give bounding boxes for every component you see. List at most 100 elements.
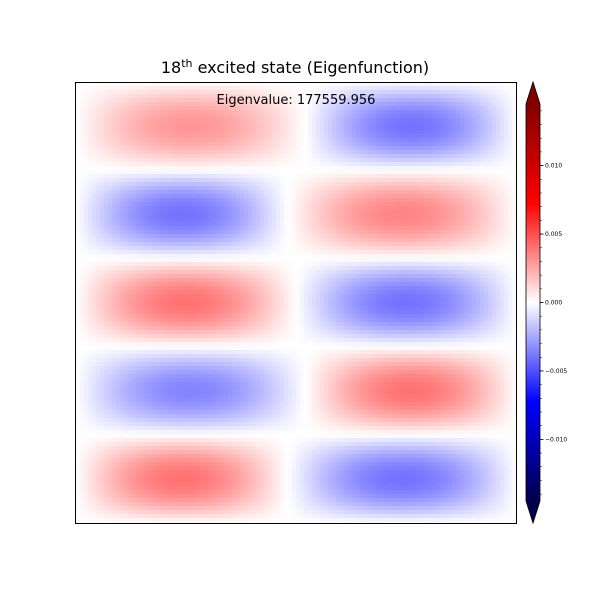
field-cell xyxy=(508,118,512,122)
field-cell xyxy=(388,82,392,86)
field-cell xyxy=(340,86,344,90)
field-cell xyxy=(508,218,512,222)
field-cell xyxy=(164,238,168,242)
field-cell xyxy=(508,150,512,154)
field-cell xyxy=(392,222,396,226)
field-cell xyxy=(96,194,100,198)
field-cell xyxy=(388,178,392,182)
field-cell xyxy=(408,202,412,206)
field-cell xyxy=(484,170,488,174)
field-cell xyxy=(352,190,356,194)
field-cell xyxy=(352,202,356,206)
field-cell xyxy=(480,230,484,234)
field-cell xyxy=(248,126,252,130)
field-cell xyxy=(260,106,264,110)
field-cell xyxy=(412,254,416,258)
field-cell xyxy=(480,254,484,258)
field-cell xyxy=(108,102,112,106)
field-cell xyxy=(348,182,352,186)
field-cell xyxy=(424,166,428,170)
field-cell xyxy=(424,254,428,258)
field-cell xyxy=(240,214,244,218)
field-cell xyxy=(236,234,240,238)
field-cell xyxy=(476,114,480,118)
field-cell xyxy=(156,94,160,98)
field-cell xyxy=(160,218,164,222)
field-cell xyxy=(168,162,172,166)
field-cell xyxy=(160,238,164,242)
field-cell xyxy=(84,86,88,90)
field-cell xyxy=(412,98,416,102)
field-cell xyxy=(128,106,132,110)
field-cell xyxy=(76,206,80,210)
field-cell xyxy=(164,246,168,250)
field-cell xyxy=(360,98,364,102)
field-cell xyxy=(84,114,88,118)
field-cell xyxy=(156,162,160,166)
field-cell xyxy=(88,86,92,90)
field-cell xyxy=(428,170,432,174)
field-cell xyxy=(236,246,240,250)
field-cell xyxy=(324,246,328,250)
field-cell xyxy=(272,102,276,106)
field-cell xyxy=(96,130,100,134)
field-cell xyxy=(404,142,408,146)
field-cell xyxy=(384,234,388,238)
field-cell xyxy=(300,218,304,222)
field-cell xyxy=(348,122,352,126)
field-cell xyxy=(388,202,392,206)
field-cell xyxy=(164,198,168,202)
field-cell xyxy=(484,254,488,258)
field-cell xyxy=(92,166,96,170)
field-cell xyxy=(412,122,416,126)
field-cell xyxy=(152,198,156,202)
field-cell xyxy=(164,82,168,86)
field-cell xyxy=(384,82,388,86)
field-cell xyxy=(100,198,104,202)
field-cell xyxy=(84,162,88,166)
field-cell xyxy=(508,162,512,166)
field-cell xyxy=(176,250,180,254)
field-cell xyxy=(104,106,108,110)
field-cell xyxy=(352,142,356,146)
field-cell xyxy=(400,130,404,134)
field-cell xyxy=(236,198,240,202)
field-cell xyxy=(312,222,316,226)
field-cell xyxy=(204,186,208,190)
field-cell xyxy=(128,186,132,190)
field-cell xyxy=(248,154,252,158)
field-cell xyxy=(168,254,172,258)
field-cell xyxy=(124,158,128,162)
field-cell xyxy=(504,86,508,90)
field-cell xyxy=(512,98,516,102)
field-cell xyxy=(344,178,348,182)
field-cell xyxy=(108,146,112,150)
field-cell xyxy=(100,154,104,158)
field-cell xyxy=(220,242,224,246)
field-cell xyxy=(284,138,288,142)
field-cell xyxy=(136,166,140,170)
field-cell xyxy=(404,90,408,94)
field-cell xyxy=(440,242,444,246)
field-cell xyxy=(496,226,500,230)
field-cell xyxy=(192,170,196,174)
field-cell xyxy=(100,122,104,126)
field-cell xyxy=(308,150,312,154)
field-cell xyxy=(176,110,180,114)
field-cell xyxy=(112,102,116,106)
field-cell xyxy=(412,110,416,114)
field-cell xyxy=(136,134,140,138)
field-cell xyxy=(88,174,92,178)
field-cell xyxy=(384,118,388,122)
field-cell xyxy=(224,82,228,86)
field-cell xyxy=(104,134,108,138)
field-cell xyxy=(356,166,360,170)
field-cell xyxy=(304,222,308,226)
field-cell xyxy=(384,186,388,190)
field-cell xyxy=(84,154,88,158)
field-cell xyxy=(148,226,152,230)
field-cell xyxy=(424,90,428,94)
field-cell xyxy=(160,174,164,178)
field-cell xyxy=(512,230,516,234)
field-cell xyxy=(196,150,200,154)
